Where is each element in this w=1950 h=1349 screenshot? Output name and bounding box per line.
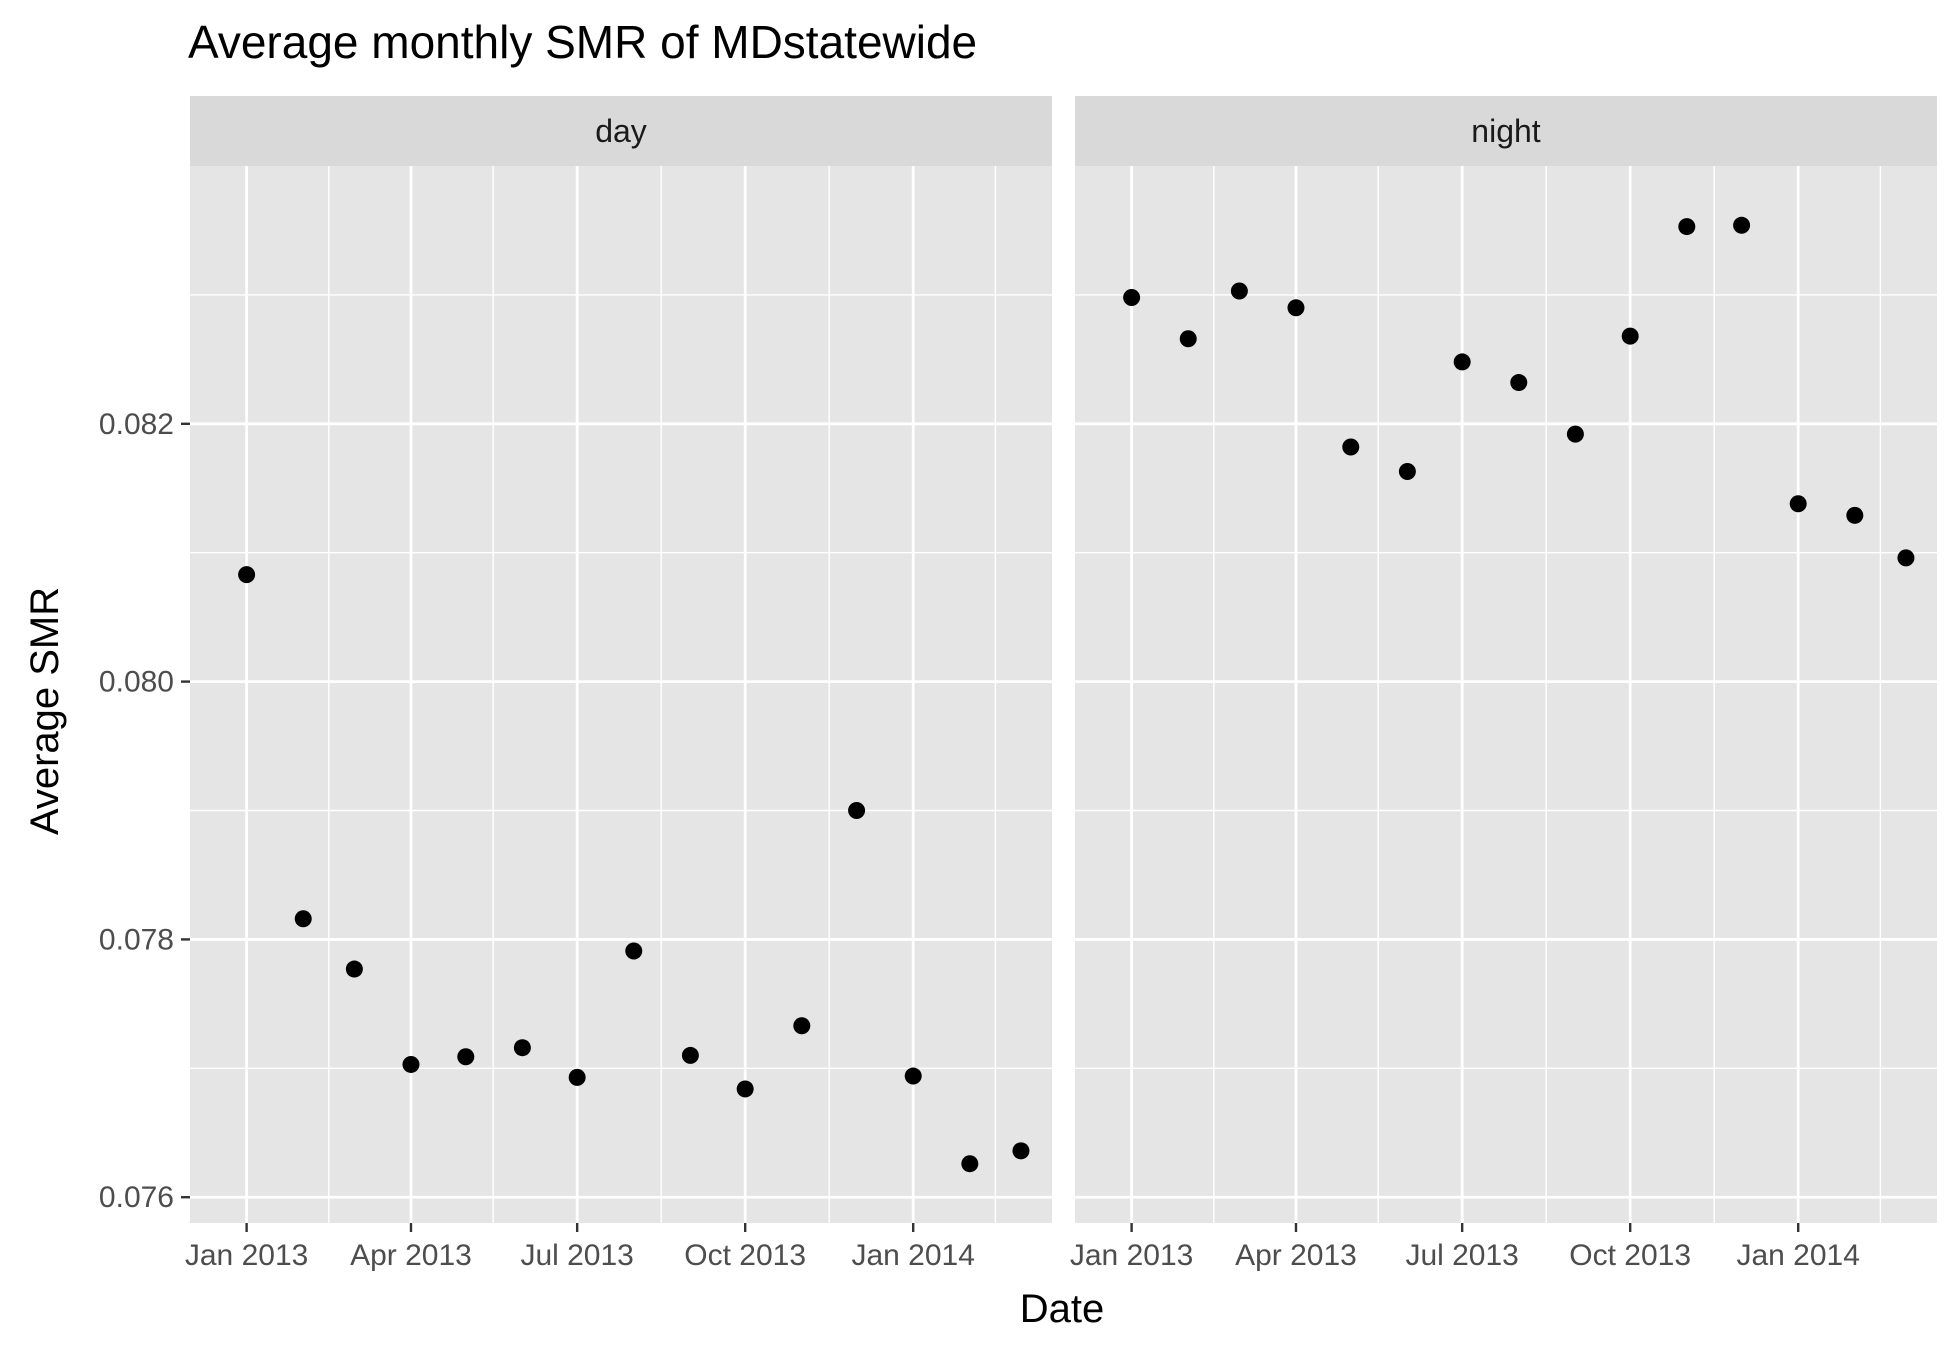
data-point-day: [402, 1055, 420, 1073]
data-point-day: [848, 802, 866, 820]
facet-strip-night: [1075, 96, 1937, 166]
data-point-day: [904, 1067, 922, 1085]
data-point-day: [793, 1017, 811, 1035]
panel-background: [190, 166, 1052, 1223]
y-tick-label: 0.082: [99, 408, 174, 441]
facet-strip-day: [190, 96, 1052, 166]
data-point-night: [1123, 288, 1141, 306]
data-point-night: [1566, 425, 1584, 443]
data-point-night: [1846, 506, 1864, 524]
x-tick-label: Jan 2014: [1736, 1239, 1859, 1272]
data-point-day: [568, 1068, 586, 1086]
data-point-night: [1287, 299, 1305, 317]
data-point-night: [1453, 353, 1471, 371]
x-tick-label: Oct 2013: [684, 1239, 806, 1272]
y-tick-label: 0.078: [99, 923, 174, 956]
x-tick-label: Jul 2013: [1405, 1239, 1518, 1272]
data-point-night: [1510, 374, 1528, 392]
data-point-day: [681, 1046, 699, 1064]
data-point-night: [1342, 438, 1360, 456]
x-tick-label: Apr 2013: [350, 1239, 472, 1272]
data-point-day: [736, 1080, 754, 1098]
data-point-night: [1678, 218, 1696, 236]
data-point-night: [1179, 330, 1197, 348]
data-point-day: [1012, 1142, 1030, 1160]
data-point-night: [1733, 216, 1751, 234]
data-point-night: [1230, 282, 1248, 300]
data-point-night: [1398, 462, 1416, 480]
facet-strip-label: night: [1471, 113, 1541, 149]
x-tick-label: Apr 2013: [1235, 1239, 1357, 1272]
data-point-night: [1621, 327, 1639, 345]
y-axis-title: Average SMR: [23, 587, 67, 835]
data-point-night: [1789, 495, 1807, 513]
y-tick-label: 0.076: [99, 1181, 174, 1214]
x-tick-label: Jan 2013: [185, 1239, 308, 1272]
facet-panels: day Jan 2013 Apr 2013 Jul 2013 Oct 2013 Jan 2…: [99, 96, 1937, 1272]
x-axis-title: Date: [1020, 1287, 1105, 1331]
data-point-day: [513, 1039, 531, 1057]
data-point-day: [294, 910, 312, 928]
facet-panel-night: night Jan 2013 Apr 2013 Jul 2013 Oct 2013 Jan…: [1070, 96, 1937, 1272]
y-tick-label: 0.080: [99, 666, 174, 699]
data-point-day: [457, 1048, 475, 1066]
x-tick-label: Jan 2014: [851, 1239, 974, 1272]
data-point-night: [1897, 549, 1915, 567]
data-point-day: [238, 566, 256, 584]
chart-title: Average monthly SMR of MDstatewide: [188, 16, 977, 68]
x-tick-label: Jul 2013: [520, 1239, 633, 1272]
x-tick-label: Jan 2013: [1070, 1239, 1193, 1272]
facet-strip-label: day: [595, 113, 647, 149]
panel-background: [1075, 166, 1937, 1223]
data-point-day: [625, 942, 643, 960]
data-point-day: [961, 1155, 979, 1173]
x-tick-label: Oct 2013: [1569, 1239, 1691, 1272]
data-point-day: [345, 960, 363, 978]
facet-panel-day: day Jan 2013 Apr 2013 Jul 2013 Oct 2013 Jan 2…: [185, 96, 1052, 1272]
